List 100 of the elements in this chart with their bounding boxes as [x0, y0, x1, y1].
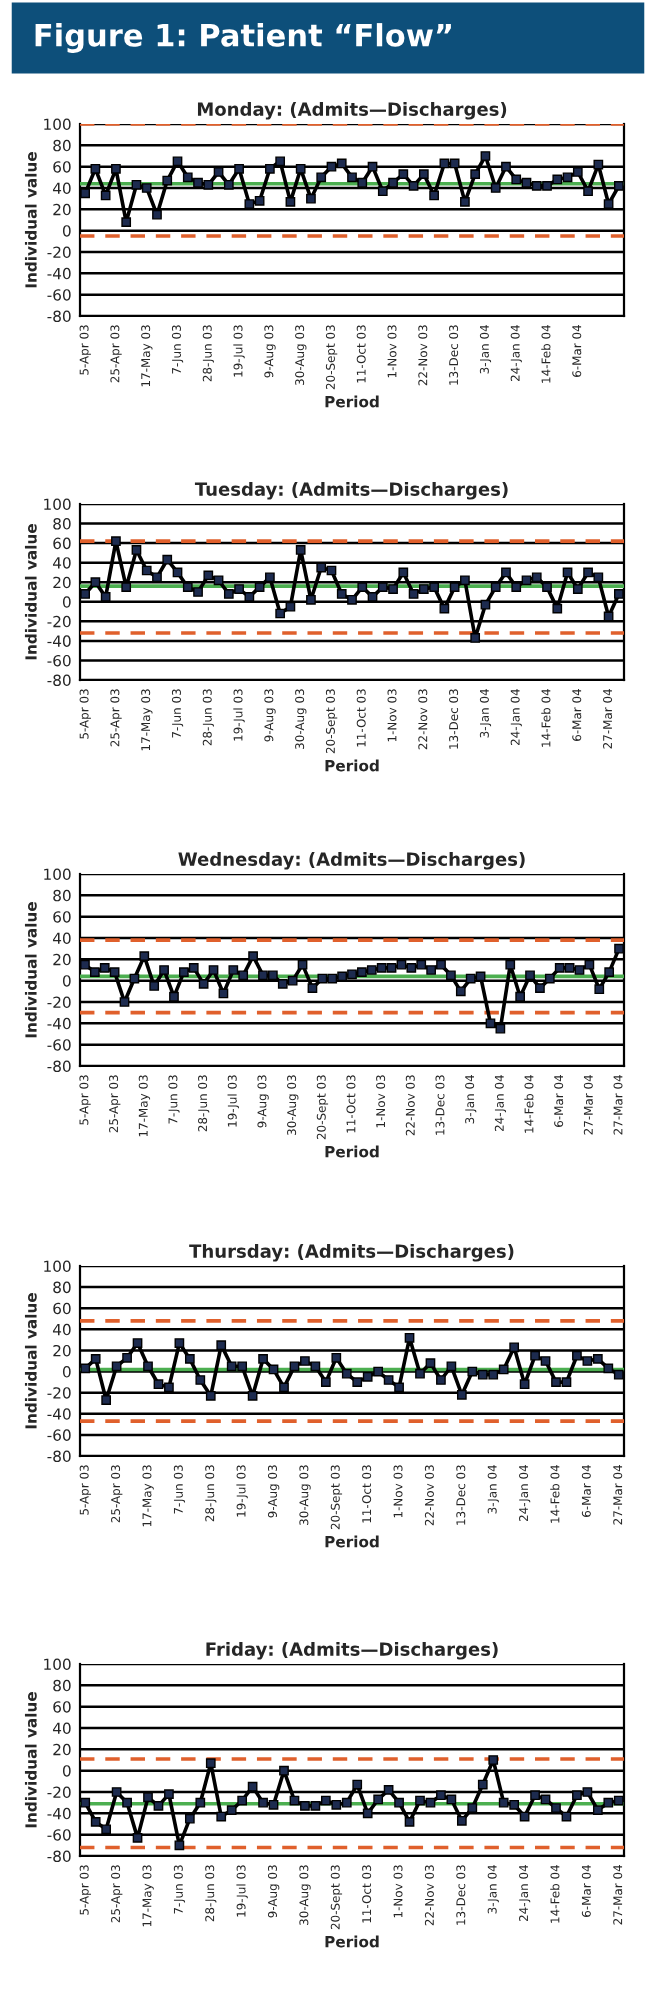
point [593, 159, 604, 170]
point [470, 169, 481, 179]
point [561, 1377, 572, 1387]
point [554, 963, 565, 973]
point [326, 161, 337, 172]
point [216, 1811, 227, 1822]
point [295, 545, 306, 555]
point [336, 158, 347, 169]
point [562, 172, 573, 183]
point [456, 1389, 467, 1400]
point [300, 1356, 310, 1366]
point [406, 963, 417, 973]
point [164, 1789, 174, 1799]
point [470, 633, 481, 643]
point [223, 589, 234, 599]
point [111, 163, 121, 174]
point [521, 575, 532, 586]
point [592, 1805, 603, 1815]
point [101, 1824, 112, 1835]
point [248, 951, 258, 961]
point [247, 1781, 258, 1792]
point [341, 1368, 352, 1379]
point [132, 1833, 143, 1843]
point [480, 151, 491, 161]
point [552, 174, 563, 185]
chart-title: Monday: (Admits—Discharges) [197, 101, 507, 120]
point [310, 1801, 321, 1811]
point [268, 1799, 279, 1810]
point [100, 190, 111, 201]
point [477, 1779, 488, 1790]
point [80, 589, 90, 599]
point [386, 963, 397, 973]
point [383, 1375, 394, 1385]
point [80, 959, 90, 970]
point [583, 567, 593, 578]
point [388, 584, 398, 594]
point [511, 582, 522, 592]
point [341, 1797, 352, 1808]
point [535, 983, 545, 993]
point [418, 584, 429, 594]
point [603, 1797, 614, 1808]
point [205, 1390, 216, 1401]
point [169, 991, 179, 1002]
point [542, 582, 552, 592]
point [467, 1366, 478, 1377]
point [515, 991, 526, 1002]
point [511, 174, 522, 185]
point [366, 965, 377, 975]
point [80, 188, 90, 199]
point [141, 183, 152, 193]
point [258, 970, 268, 981]
point [408, 181, 419, 191]
point [143, 1361, 153, 1372]
point [415, 1795, 425, 1806]
point [404, 1817, 415, 1827]
point [336, 589, 347, 599]
point [226, 1805, 237, 1815]
point [89, 967, 100, 977]
point [131, 179, 142, 190]
point [425, 1358, 436, 1368]
point [542, 181, 552, 191]
point [122, 1352, 132, 1363]
point [100, 592, 111, 602]
point [603, 199, 614, 209]
point [525, 970, 535, 981]
point [307, 983, 318, 993]
point [367, 592, 378, 602]
point [153, 1379, 164, 1390]
point [320, 1377, 331, 1387]
point [121, 582, 132, 592]
point [613, 1795, 624, 1806]
point [289, 1361, 300, 1372]
point [162, 554, 173, 565]
point [357, 582, 368, 592]
point [310, 1361, 321, 1372]
point [352, 1779, 363, 1790]
point [174, 1840, 185, 1851]
point [228, 965, 239, 975]
point [275, 608, 286, 619]
point [429, 582, 439, 592]
point [300, 1801, 310, 1811]
point [198, 979, 209, 989]
point [592, 1354, 603, 1364]
point [426, 965, 436, 975]
point [383, 1785, 394, 1795]
point [277, 979, 288, 989]
point [80, 1363, 91, 1374]
point [237, 1795, 248, 1806]
point [574, 965, 585, 975]
point [485, 1018, 496, 1029]
point [552, 603, 563, 614]
point [436, 1790, 446, 1801]
point [367, 161, 378, 172]
point [564, 963, 575, 973]
point [408, 589, 419, 599]
point [193, 587, 203, 597]
point [208, 965, 219, 975]
point [122, 1797, 132, 1808]
point [143, 1792, 153, 1803]
point [331, 1352, 342, 1363]
